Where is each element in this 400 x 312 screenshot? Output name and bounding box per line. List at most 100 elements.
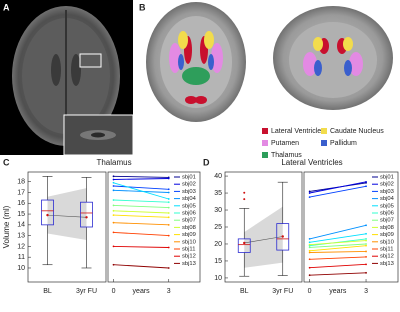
x-tick-label: 0 <box>112 288 116 295</box>
point <box>365 255 367 258</box>
panel-label: A <box>3 2 10 12</box>
legend-label: sbj01 <box>380 175 394 181</box>
series-line <box>113 210 169 214</box>
outlier <box>243 198 246 201</box>
series-line <box>309 243 367 248</box>
panel-label: B <box>139 2 146 12</box>
point <box>365 185 367 188</box>
series-line <box>113 189 169 193</box>
point <box>167 177 170 180</box>
mean-connector <box>47 214 87 218</box>
series-line <box>113 231 169 237</box>
series-line <box>113 199 169 203</box>
series-line <box>309 185 367 198</box>
mean <box>281 235 284 238</box>
axes-frame <box>303 171 399 283</box>
panel-b-image <box>146 2 393 122</box>
mean <box>46 213 49 217</box>
point <box>308 274 311 277</box>
series-line <box>309 272 367 276</box>
legend-label: sbj12 <box>380 254 394 260</box>
y-tick-label: 20 <box>214 241 222 248</box>
y-tick-label: 12 <box>17 243 25 250</box>
series-line <box>309 263 367 269</box>
legend-label: sbj10 <box>182 239 196 245</box>
series-line <box>309 224 367 240</box>
y-tick-label: 17 <box>17 189 25 196</box>
panel-label: C <box>3 157 10 167</box>
legend-label: Lateral Ventricle <box>271 128 321 135</box>
box <box>41 199 54 226</box>
point <box>167 206 170 209</box>
series-line <box>309 245 367 252</box>
point <box>112 199 115 201</box>
legend-swatch <box>262 140 268 146</box>
point <box>308 237 311 240</box>
point <box>365 271 367 274</box>
legend-label: sbj11 <box>380 247 393 253</box>
point <box>112 189 115 192</box>
point <box>167 201 170 204</box>
legend-swatch <box>321 140 327 146</box>
range-band <box>47 188 87 240</box>
point <box>167 267 170 269</box>
series-line <box>309 250 367 253</box>
point <box>167 191 170 194</box>
point <box>308 243 311 246</box>
y-tick-label: 18 <box>17 179 25 186</box>
chart-title: Lateral Ventricles <box>281 158 342 167</box>
box <box>237 238 251 253</box>
y-tick-label: 35 <box>214 190 222 197</box>
point <box>308 241 311 244</box>
series-line <box>309 240 367 246</box>
point <box>167 212 170 214</box>
point <box>365 232 367 235</box>
legend-label: sbj13 <box>182 261 196 267</box>
point <box>365 250 367 253</box>
legend-label: sbj09 <box>182 232 196 238</box>
point <box>112 245 115 248</box>
legend-label: sbj04 <box>182 196 197 202</box>
point <box>308 192 311 194</box>
series-line <box>113 185 169 190</box>
panel-label: D <box>203 157 210 167</box>
series-line <box>113 222 169 226</box>
legend-label: sbj12 <box>182 254 196 260</box>
legend-label: Pallidum <box>330 140 357 147</box>
range-band <box>244 206 283 268</box>
legend-label: sbj07 <box>182 218 196 224</box>
y-tick-label: 15 <box>214 258 222 265</box>
point <box>167 188 170 191</box>
y-tick-label: 15 <box>17 211 25 218</box>
legend-label: sbj05 <box>182 203 196 209</box>
panel-a-image <box>0 0 134 156</box>
legend-label: sbj01 <box>182 175 196 181</box>
point <box>167 246 170 249</box>
x-tick-label: 3 <box>364 288 368 295</box>
legend-label: sbj03 <box>380 189 394 195</box>
y-tick-label: 30 <box>214 207 222 214</box>
mean-connector <box>244 236 283 244</box>
legend-label: sbj10 <box>380 239 394 245</box>
point <box>365 237 367 240</box>
series-line <box>113 175 169 178</box>
point <box>167 234 170 237</box>
legend-label: Putamen <box>271 140 299 147</box>
series-line <box>113 214 169 218</box>
axes-frame <box>27 171 107 283</box>
point <box>308 190 311 193</box>
point <box>365 180 367 183</box>
outlier <box>243 191 246 194</box>
legend-label: Thalamus <box>271 152 302 159</box>
series-line <box>309 233 367 243</box>
point <box>167 216 170 219</box>
legend-label: sbj08 <box>380 225 394 231</box>
legend-label: sbj03 <box>182 189 196 195</box>
box <box>80 201 93 228</box>
point <box>308 266 311 269</box>
legend-label: sbj09 <box>380 232 394 238</box>
legend-label: sbj06 <box>182 211 196 217</box>
point <box>308 249 311 252</box>
point <box>112 263 115 266</box>
